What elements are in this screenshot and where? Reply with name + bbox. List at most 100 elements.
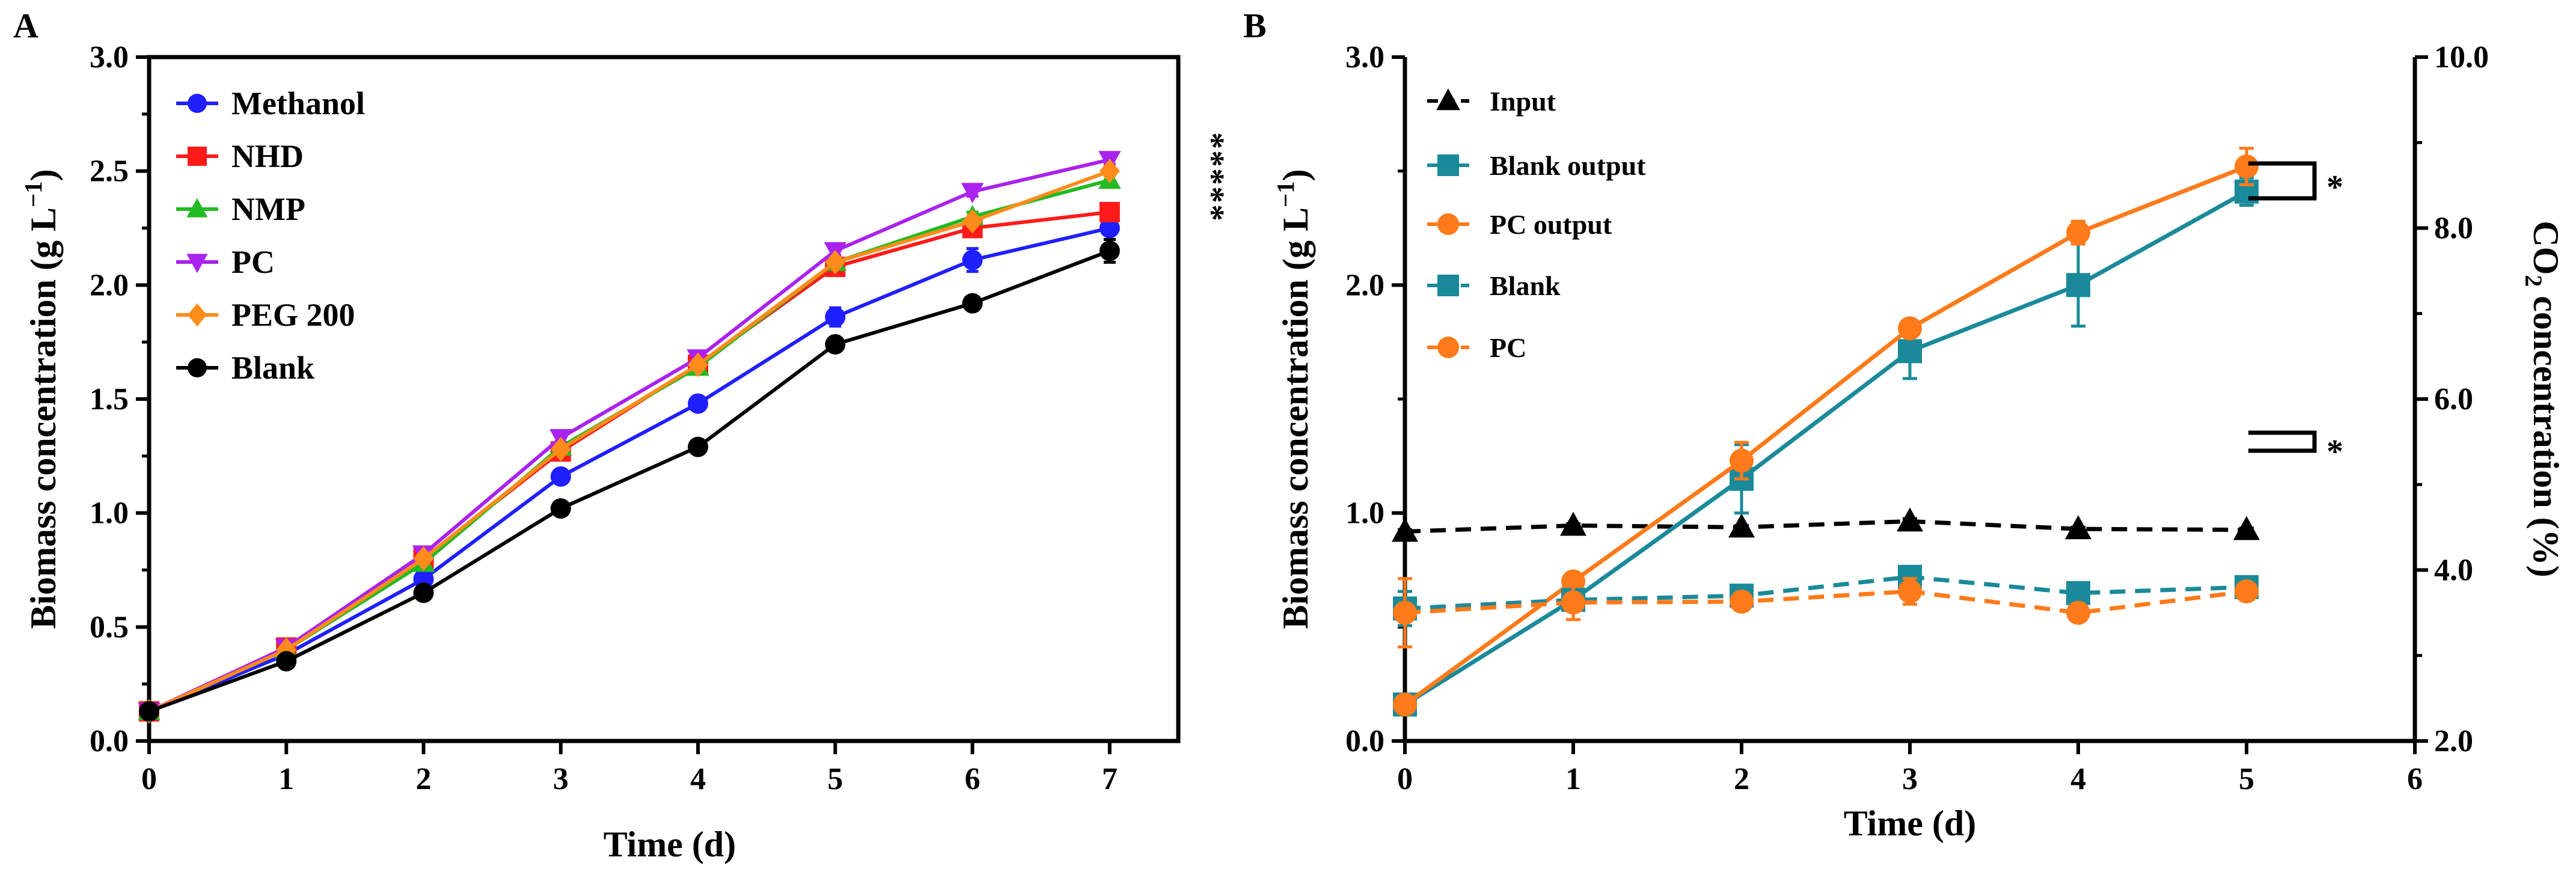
x-tick-label: 4 — [2070, 762, 2086, 796]
y-tick-label: 1.0 — [90, 496, 129, 531]
legend-label-blank: Blank — [231, 350, 314, 386]
legend-marker-pc — [1437, 337, 1459, 358]
legend-marker-pc-output — [1437, 213, 1459, 235]
line-blank-output — [1404, 189, 2248, 707]
significance-stars: ***** — [1193, 132, 1231, 222]
line-methanol — [148, 226, 1110, 713]
legend-label-pc-output: PC output — [1490, 209, 1612, 240]
point-pc-output — [1730, 448, 1754, 473]
point-peg-200 — [550, 437, 571, 462]
legend-marker-blank-output — [1437, 154, 1459, 176]
y-tick-label: 2.0 — [1345, 268, 1384, 302]
panel-a-chart: A 0.0 0.5 1.0 1.5 2.0 2.5 3.0 0 1 2 3 4 5 6 7 Time (d) B… — [13, 6, 1231, 864]
x-tick-label: 3 — [1902, 762, 1918, 796]
point-blank — [413, 582, 434, 603]
point-blank — [962, 293, 983, 314]
x-tick-label: 0 — [1397, 762, 1413, 796]
point-pc — [2235, 579, 2259, 604]
series-blank-output — [1393, 176, 2259, 717]
line-input — [1404, 519, 2247, 534]
x-tick-label: 5 — [2239, 762, 2254, 796]
x-tick-label: 6 — [965, 762, 981, 796]
legend-label-peg-200: PEG 200 — [231, 297, 355, 333]
point-pc — [961, 183, 984, 204]
line-pc — [148, 157, 1110, 713]
point-nhd — [1099, 201, 1120, 222]
x-tick-label: 1 — [278, 762, 294, 796]
x-tick-label: 0 — [141, 762, 157, 796]
point-input — [1560, 511, 1586, 536]
y2-tick-label: 6.0 — [2434, 382, 2473, 416]
point-pc-output — [1898, 316, 1922, 341]
y-tick-label: 2.0 — [90, 268, 129, 302]
series-input — [1392, 507, 2260, 542]
y-tick-label: 2.5 — [90, 154, 129, 189]
point-methanol — [550, 466, 571, 487]
y-axis-label: Biomass concentration (g L−1) — [1272, 169, 1315, 629]
point-peg-200 — [688, 352, 709, 377]
legend-marker-blank — [1437, 275, 1459, 296]
panel-b-chart: B 0.0 1.0 2.0 3.0 2.0 4.0 6.0 8.0 10.0 0 1 2 3 4 5 6 Tim… — [1243, 6, 2566, 843]
legend: Methanol NHD NMP PC PEG 200 Blank — [176, 85, 365, 386]
legend-marker-methanol — [188, 94, 207, 113]
series-blank — [139, 237, 1120, 722]
point-input — [2233, 516, 2260, 540]
point-peg-200 — [1099, 159, 1120, 184]
point-peg-200 — [413, 546, 434, 571]
bracket-biomass — [2248, 161, 2317, 201]
legend: Input Blank output PC output Blank PC — [1427, 86, 1646, 363]
legend-label-pc: PC — [231, 244, 275, 280]
point-pc — [2066, 600, 2090, 625]
y-axis-label: Biomass concentration (g L−1) — [20, 169, 63, 629]
line-pc — [1404, 589, 2247, 615]
point-blank-output — [2066, 273, 2090, 297]
point-methanol — [962, 249, 983, 270]
legend-label-pc: PC — [1490, 332, 1526, 363]
point-input — [1728, 513, 1755, 538]
legend-label-methanol: Methanol — [231, 85, 365, 121]
y2-tick-label: 8.0 — [2434, 212, 2473, 246]
y-tick-label: 0.5 — [90, 610, 129, 644]
point-pc — [1898, 579, 1922, 604]
significance-brackets: ** — [2248, 161, 2343, 471]
legend-marker-peg-200 — [188, 303, 207, 327]
legend-marker-nhd — [188, 147, 207, 166]
x-tick-label: 2 — [416, 762, 432, 796]
point-blank-output — [1898, 339, 1922, 364]
x-tick-label: 2 — [1734, 762, 1749, 796]
x-tick-label: 7 — [1102, 762, 1118, 796]
point-pc — [1561, 590, 1585, 615]
bracket-co2 — [2248, 430, 2317, 453]
point-blank — [139, 701, 159, 722]
line-peg-200 — [148, 169, 1110, 713]
point-peg-200 — [962, 209, 983, 234]
significance-star-biomass: * — [2327, 169, 2343, 206]
series-pc — [1393, 577, 2259, 649]
x-tick-label: 3 — [553, 762, 569, 796]
line-nhd — [148, 210, 1110, 713]
panel-a-label: A — [13, 6, 38, 45]
legend-marker-nmp — [186, 198, 208, 218]
point-blank — [825, 334, 846, 355]
point-blank — [276, 651, 297, 672]
point-input — [1897, 507, 1923, 532]
x-tick-label: 6 — [2407, 762, 2423, 796]
x-axis-label: Time (d) — [604, 825, 736, 864]
point-input — [1392, 517, 1418, 542]
x-tick-label: 5 — [827, 762, 843, 796]
legend-marker-input — [1436, 88, 1460, 111]
point-blank — [1099, 240, 1120, 261]
point-pc-output — [1393, 692, 1417, 717]
x-tick-label: 1 — [1565, 762, 1581, 796]
legend-label-blank-output: Blank output — [1490, 150, 1646, 181]
series-methanol — [139, 218, 1120, 722]
x-tick-label: 4 — [690, 762, 706, 796]
point-pc-output — [1561, 569, 1585, 594]
legend-label-input: Input — [1490, 86, 1556, 117]
y-tick-label: 1.5 — [90, 382, 129, 416]
legend-label-blank: Blank — [1490, 270, 1561, 301]
y2-tick-label: 10.0 — [2434, 40, 2489, 75]
legend-label-nhd: NHD — [231, 138, 304, 174]
point-methanol — [1099, 218, 1120, 239]
